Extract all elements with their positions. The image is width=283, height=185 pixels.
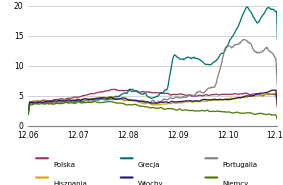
Text: Hiszpania: Hiszpania bbox=[53, 181, 87, 185]
Text: Portugalia: Portugalia bbox=[222, 162, 258, 168]
Text: Polska: Polska bbox=[53, 162, 75, 168]
Text: Grecja: Grecja bbox=[138, 162, 160, 168]
Text: Niemcy: Niemcy bbox=[222, 181, 249, 185]
Text: Włochy: Włochy bbox=[138, 181, 164, 185]
